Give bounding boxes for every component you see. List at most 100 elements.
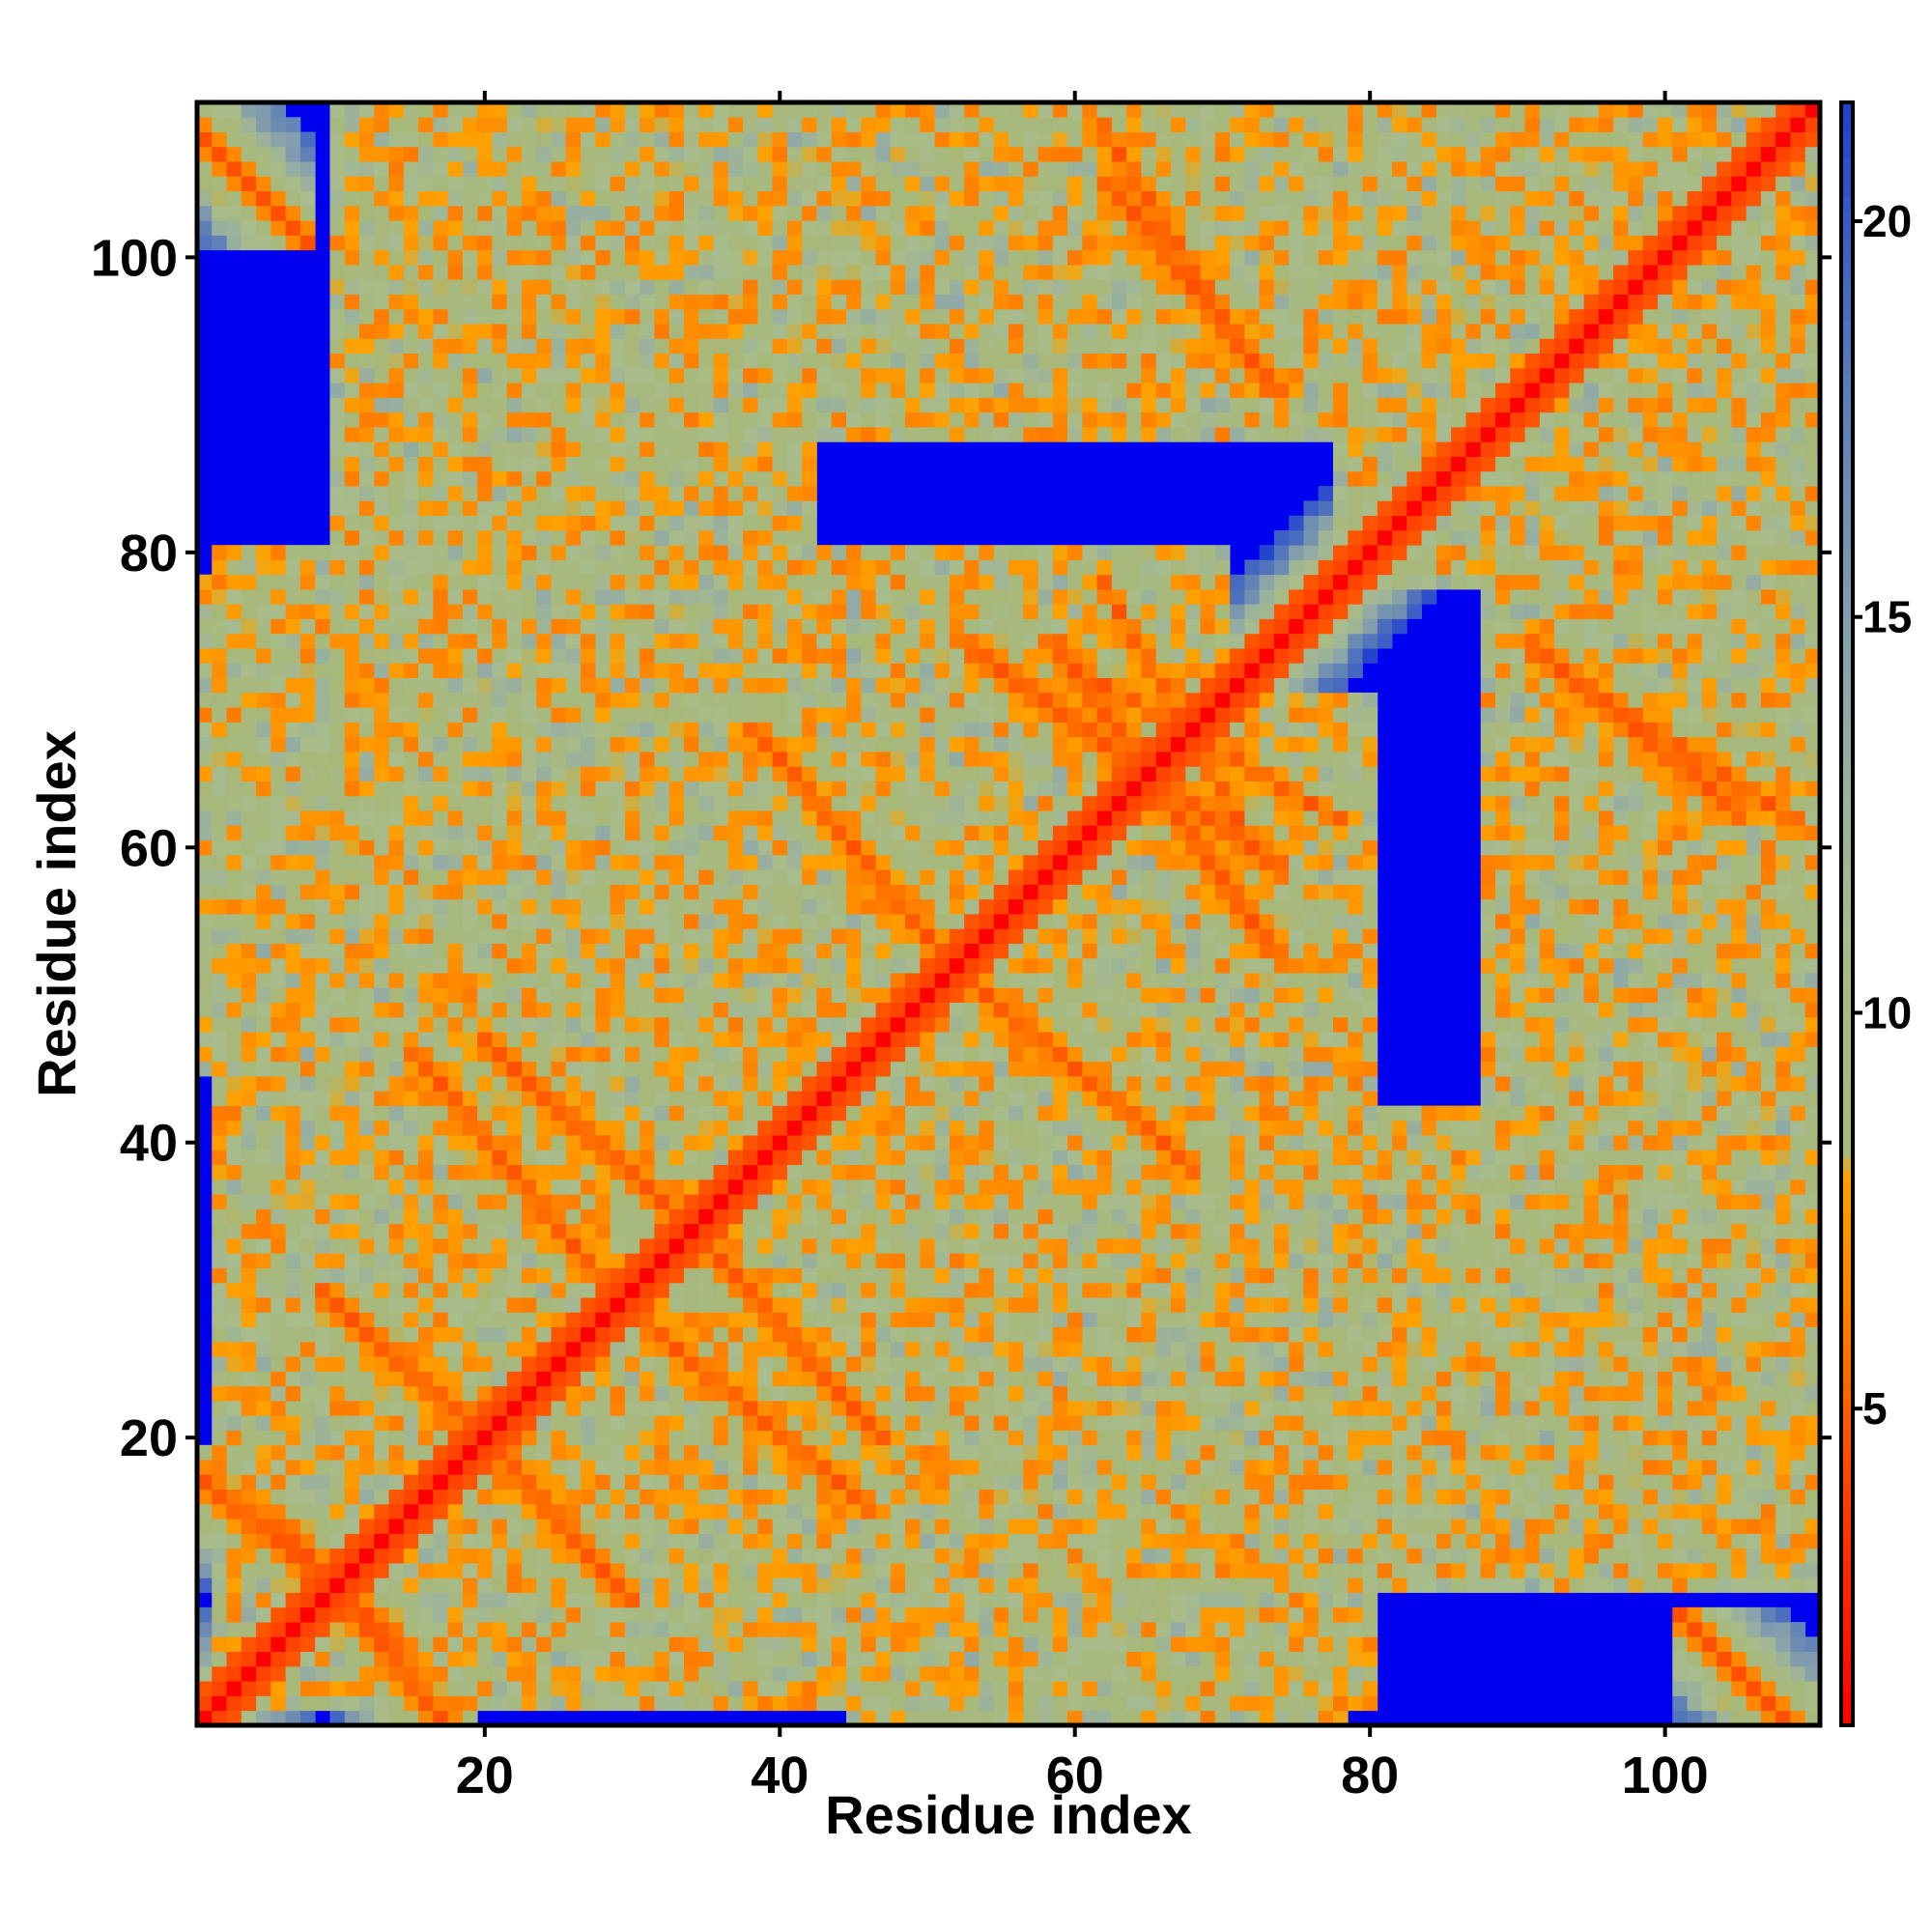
heatmap-cell bbox=[433, 353, 449, 369]
heatmap-cell bbox=[344, 1665, 360, 1682]
heatmap-cell bbox=[831, 1002, 847, 1018]
heatmap-cell bbox=[595, 707, 611, 723]
heatmap-cell bbox=[256, 781, 271, 797]
heatmap-cell bbox=[639, 1474, 655, 1491]
heatmap-cell bbox=[492, 397, 508, 413]
heatmap-cell bbox=[418, 1194, 434, 1209]
heatmap-cell bbox=[344, 1401, 360, 1416]
heatmap-cell bbox=[668, 677, 685, 694]
heatmap-cell bbox=[506, 839, 523, 856]
heatmap-cell bbox=[241, 1208, 257, 1225]
heatmap-cell bbox=[713, 1563, 729, 1578]
heatmap-cell bbox=[846, 1665, 862, 1682]
heatmap-cell bbox=[462, 249, 478, 266]
heatmap-cell bbox=[684, 1253, 699, 1268]
heatmap-cell bbox=[772, 914, 788, 929]
heatmap-cell bbox=[610, 1312, 626, 1328]
heatmap-cell bbox=[684, 677, 699, 694]
heatmap-cell bbox=[624, 1592, 640, 1608]
heatmap-cell bbox=[639, 1385, 655, 1402]
heatmap-cell bbox=[241, 839, 257, 856]
heatmap-cell bbox=[639, 677, 655, 694]
heatmap-cell bbox=[506, 1474, 523, 1491]
heatmap-cell bbox=[551, 235, 567, 251]
heatmap-cell bbox=[359, 1267, 375, 1284]
heatmap-cell bbox=[492, 1444, 508, 1461]
heatmap-cell bbox=[727, 1371, 744, 1387]
heatmap-cell bbox=[639, 1223, 655, 1239]
heatmap-cell bbox=[270, 1415, 287, 1431]
heatmap-cell bbox=[610, 205, 626, 221]
heatmap-cell bbox=[802, 1150, 817, 1166]
heatmap-cell bbox=[226, 1253, 242, 1268]
heatmap-cell bbox=[197, 854, 213, 870]
heatmap-cell bbox=[581, 604, 596, 619]
heatmap-cell bbox=[624, 1297, 640, 1313]
heatmap-cell bbox=[875, 279, 892, 295]
heatmap-cell bbox=[875, 1326, 892, 1343]
heatmap-cell bbox=[743, 353, 758, 369]
heatmap-cell bbox=[816, 1046, 833, 1063]
heatmap-cell bbox=[727, 545, 744, 560]
heatmap-cell bbox=[875, 1002, 892, 1018]
heatmap-cell bbox=[329, 633, 346, 649]
heatmap-cell bbox=[698, 1533, 714, 1549]
heatmap-cell bbox=[344, 1430, 360, 1446]
heatmap-cell bbox=[772, 1489, 788, 1505]
heatmap-cell bbox=[388, 1430, 405, 1446]
heatmap-cell bbox=[418, 1622, 434, 1637]
heatmap-cell bbox=[359, 205, 375, 221]
heatmap-cell bbox=[403, 529, 419, 546]
heatmap-cell bbox=[418, 1563, 434, 1578]
heatmap-cell bbox=[447, 1430, 464, 1446]
heatmap-cell bbox=[624, 854, 640, 870]
heatmap-cell bbox=[595, 1032, 611, 1047]
heatmap-cell bbox=[447, 1164, 464, 1180]
heatmap-cell bbox=[565, 161, 582, 177]
heatmap-cell bbox=[433, 1695, 449, 1712]
heatmap-cell bbox=[802, 279, 817, 295]
heatmap-cell bbox=[595, 397, 611, 413]
heatmap-cell bbox=[875, 102, 892, 118]
heatmap-cell bbox=[639, 1636, 655, 1653]
heatmap-cell bbox=[299, 1253, 316, 1268]
heatmap-cell bbox=[610, 648, 626, 664]
heatmap-cell bbox=[786, 308, 803, 325]
heatmap-cell bbox=[506, 810, 523, 826]
heatmap-cell bbox=[522, 397, 537, 413]
heatmap-cell bbox=[374, 470, 389, 487]
heatmap-cell bbox=[698, 265, 714, 280]
heatmap-cell bbox=[433, 294, 449, 310]
heatmap-cell bbox=[433, 1032, 449, 1047]
heatmap-cell bbox=[846, 1592, 862, 1608]
heatmap-cell bbox=[713, 707, 729, 723]
heatmap-cell bbox=[786, 987, 803, 1004]
heatmap-cell bbox=[727, 677, 744, 694]
heatmap-cell bbox=[565, 367, 582, 384]
heatmap-cell bbox=[890, 1194, 906, 1209]
heatmap-cell bbox=[654, 1326, 670, 1343]
heatmap-cell bbox=[772, 825, 788, 841]
heatmap-cell bbox=[890, 265, 906, 280]
heatmap-cell bbox=[713, 914, 729, 929]
heatmap-cell bbox=[861, 589, 876, 605]
heatmap-cell bbox=[492, 1120, 508, 1136]
heatmap-cell bbox=[757, 1282, 774, 1298]
heatmap-cell bbox=[846, 265, 862, 280]
heatmap-cell bbox=[359, 1548, 375, 1564]
heatmap-cell bbox=[551, 367, 567, 384]
heatmap-cell bbox=[329, 1076, 346, 1092]
heatmap-cell bbox=[418, 810, 434, 826]
heatmap-cell bbox=[241, 869, 257, 885]
heatmap-cell bbox=[418, 353, 434, 369]
heatmap-cell bbox=[536, 1681, 552, 1696]
heatmap-cell bbox=[551, 839, 567, 856]
heatmap-cell bbox=[757, 1046, 774, 1063]
heatmap-cell bbox=[522, 604, 537, 619]
heatmap-cell bbox=[743, 1016, 758, 1033]
heatmap-cell bbox=[299, 663, 316, 679]
heatmap-cell bbox=[772, 131, 788, 148]
heatmap-cell bbox=[727, 279, 744, 295]
heatmap-cell bbox=[846, 928, 862, 944]
heatmap-cell bbox=[875, 1681, 892, 1696]
